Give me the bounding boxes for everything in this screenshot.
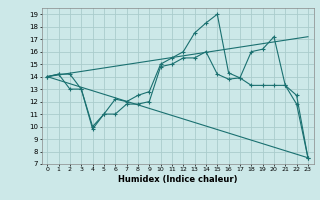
X-axis label: Humidex (Indice chaleur): Humidex (Indice chaleur)	[118, 175, 237, 184]
